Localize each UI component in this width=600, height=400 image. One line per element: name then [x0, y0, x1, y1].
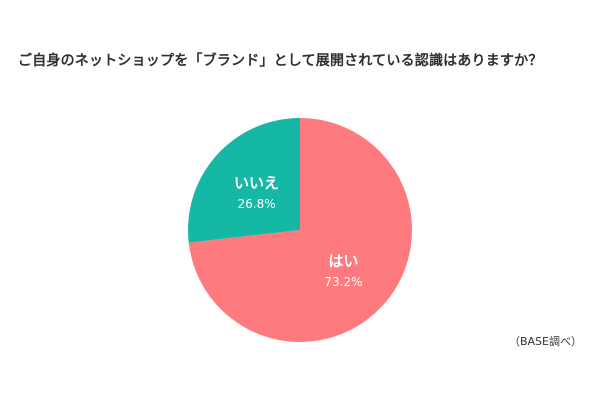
pie-slices	[188, 118, 413, 342]
pie-slice-no	[188, 118, 300, 243]
slice-label-no: いいえ	[234, 174, 279, 192]
slice-value-yes: 73.2%	[324, 275, 362, 289]
chart-title: ご自身のネットショップを「ブランド」として展開されている認識はありますか？	[18, 53, 543, 69]
pie-slice-yes	[188, 118, 413, 342]
slice-label-yes: はい	[328, 252, 358, 270]
slice-value-no: 26.8%	[237, 197, 275, 211]
pie-labels: はい 73.2% いいえ 26.8%	[234, 174, 362, 289]
source-note: （BASE調べ）	[508, 335, 582, 348]
